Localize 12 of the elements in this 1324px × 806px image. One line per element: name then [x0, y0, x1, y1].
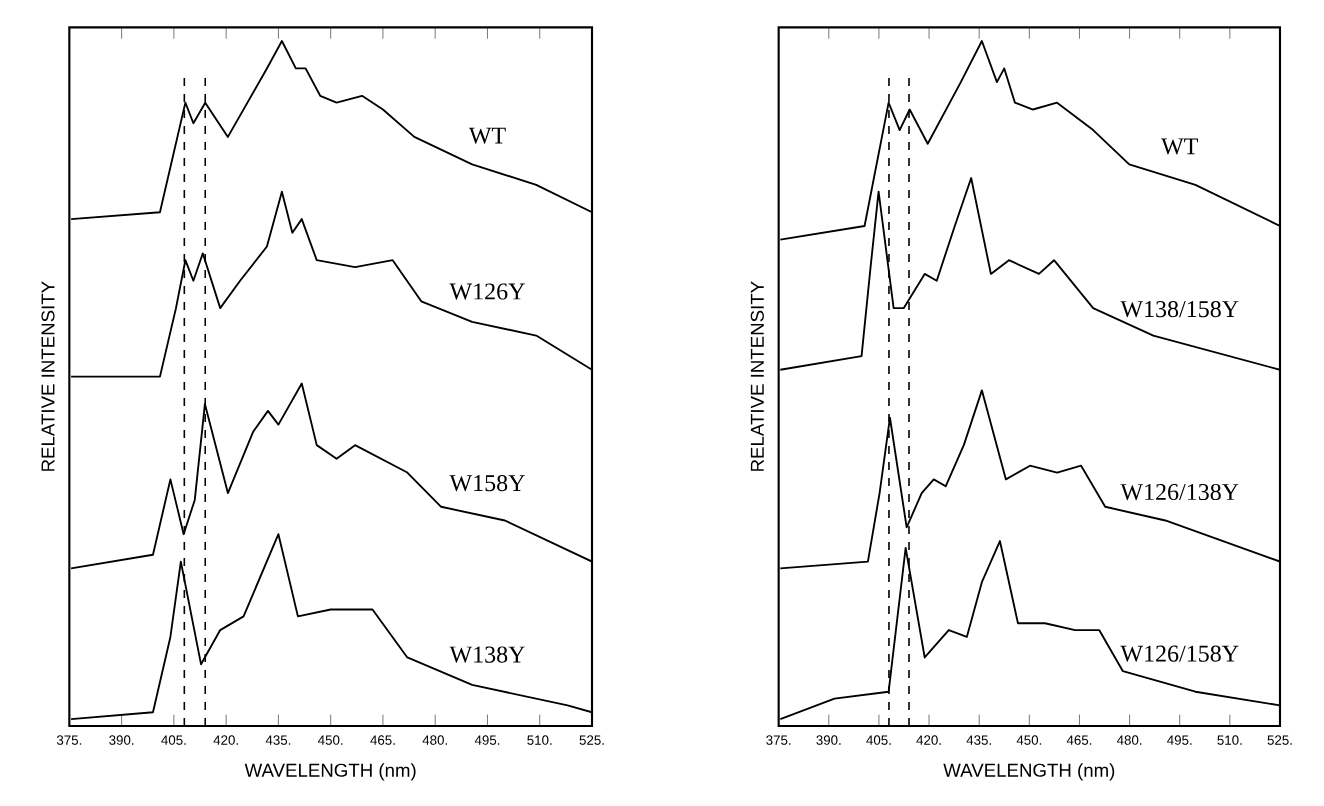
series-label: W158Y — [449, 474, 525, 492]
y-axis-title: RELATIVE INTENSITY — [41, 281, 55, 471]
x-axis-title: WAVELENGTH (nm) — [244, 763, 416, 781]
series-label: W126Y — [449, 283, 525, 300]
series-label: W138/158Y — [1120, 300, 1239, 318]
series-label: WT — [1161, 138, 1198, 155]
series-label: WT — [468, 127, 506, 144]
series-label: W138Y — [449, 646, 525, 663]
y-axis-title: RELATIVE INTENSITY — [750, 281, 764, 471]
x-axis-title: WAVELENGTH (nm) — [943, 763, 1115, 781]
series-label: W126/138Y — [1120, 483, 1239, 501]
series-label: W126/158Y — [1120, 645, 1239, 662]
